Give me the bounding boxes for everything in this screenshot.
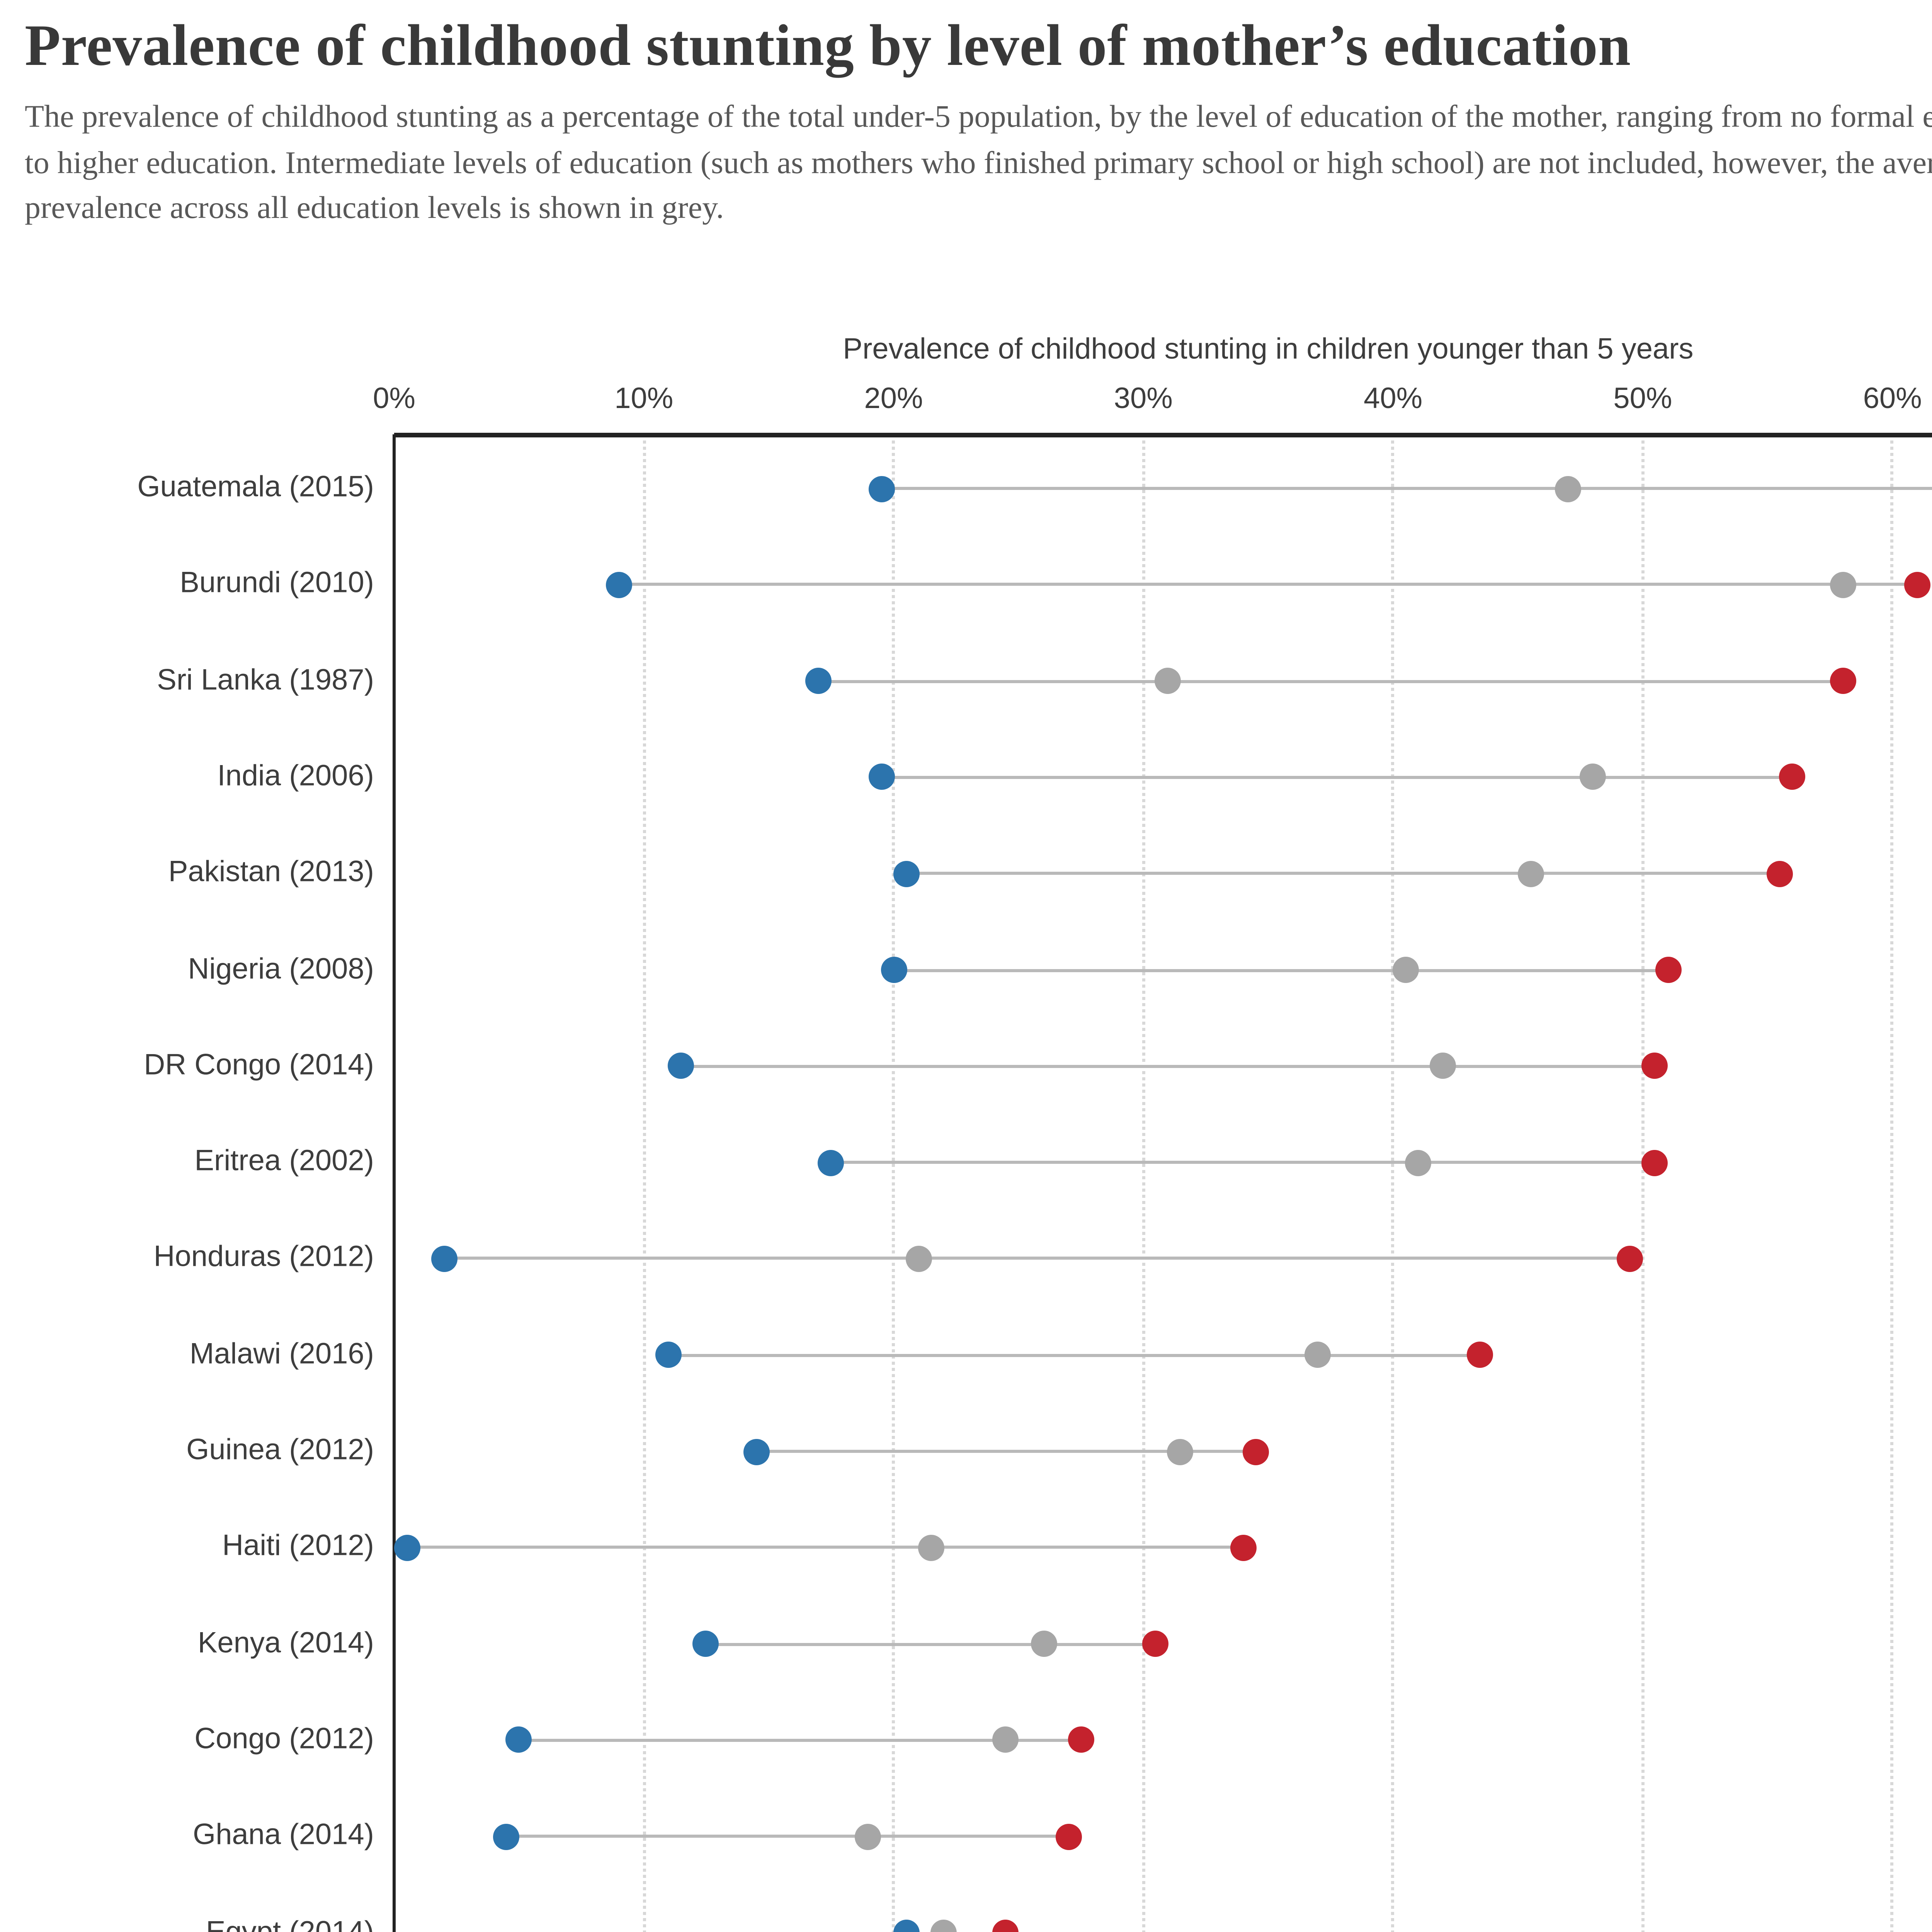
dot-higher-education: [805, 668, 832, 694]
x-axis-tick-label: 20%: [864, 383, 923, 416]
country-label: Nigeria (2008): [188, 953, 374, 986]
chart-subtitle: The prevalence of childhood stunting as …: [25, 100, 1932, 226]
dot-higher-education: [818, 1149, 844, 1176]
dot-no-education: [1642, 1149, 1668, 1176]
dot-average: [930, 1920, 957, 1932]
x-axis-line: [394, 433, 1932, 437]
country-label: Guatemala (2015): [137, 471, 374, 504]
country-label: Malawi (2016): [189, 1338, 374, 1371]
page-title: Prevalence of childhood stunting by leve…: [25, 14, 1631, 79]
dot-no-education: [993, 1920, 1019, 1932]
dot-average: [993, 1727, 1019, 1753]
dot-higher-education: [393, 1534, 420, 1561]
dot-higher-education: [431, 1245, 457, 1272]
country-label: Haiti (2012): [222, 1531, 374, 1563]
dot-no-education: [1904, 571, 1931, 598]
dot-higher-education: [506, 1727, 532, 1753]
country-label: Pakistan (2013): [168, 857, 374, 889]
dot-average: [905, 1245, 932, 1272]
x-axis-tick-label: 10%: [614, 383, 673, 416]
dot-higher-education: [655, 1342, 682, 1368]
dot-higher-education: [880, 957, 907, 983]
dot-average: [1580, 764, 1606, 791]
y-axis-line: [393, 434, 396, 1932]
dot-higher-education: [493, 1823, 520, 1850]
dumbbell-line: [706, 1642, 1156, 1646]
dot-higher-education: [893, 1920, 919, 1932]
x-axis-tick-label: 60%: [1863, 383, 1922, 416]
x-axis-title: Prevalence of childhood stunting in chil…: [843, 334, 1694, 366]
dumbbell-line: [444, 1257, 1631, 1260]
dot-average: [1030, 1631, 1057, 1657]
dumbbell-line: [881, 487, 1932, 490]
x-gridline: [892, 434, 895, 1932]
dot-no-education: [1143, 1631, 1169, 1657]
dumbbell-line: [619, 583, 1918, 587]
x-gridline: [1391, 434, 1395, 1932]
country-label: Egypt (2014): [65, 1915, 374, 1932]
country-label: Ghana (2014): [193, 1820, 374, 1852]
dot-no-education: [1829, 668, 1856, 694]
dot-no-education: [1779, 764, 1806, 791]
dot-average: [1829, 571, 1856, 598]
dot-no-education: [1230, 1534, 1257, 1561]
dumbbell-line: [519, 1738, 1081, 1742]
dumbbell-line: [831, 1161, 1655, 1164]
dot-higher-education: [668, 1053, 695, 1080]
dot-average: [1155, 668, 1182, 694]
dot-no-education: [1655, 957, 1681, 983]
x-axis-tick-label: 40%: [1364, 383, 1423, 416]
dot-no-education: [1055, 1823, 1082, 1850]
dot-no-education: [1068, 1727, 1094, 1753]
country-label: Eritrea (2002): [194, 1145, 374, 1178]
dot-average: [918, 1534, 944, 1561]
dumbbell-line: [881, 776, 1793, 779]
dot-no-education: [1467, 1342, 1494, 1368]
country-label: Honduras (2012): [153, 1242, 374, 1275]
dot-average: [1554, 475, 1581, 502]
country-label: Sri Lanka (1987): [157, 664, 374, 697]
dot-higher-education: [605, 571, 632, 598]
country-label: Kenya (2014): [197, 1627, 374, 1660]
dot-no-education: [1242, 1438, 1269, 1464]
dot-average: [1167, 1438, 1194, 1464]
dot-higher-education: [693, 1631, 719, 1657]
x-gridline: [1641, 434, 1645, 1932]
x-axis-tick-label: 0%: [373, 383, 415, 416]
country-label: DR Congo (2014): [144, 1049, 374, 1082]
country-label: Burundi (2010): [180, 568, 374, 600]
dot-average: [855, 1823, 882, 1850]
dumbbell-line: [681, 1065, 1655, 1068]
dot-no-education: [1767, 860, 1793, 887]
dumbbell-line: [756, 1450, 1256, 1453]
dot-no-education: [1617, 1245, 1644, 1272]
x-gridline: [1141, 434, 1145, 1932]
dumbbell-line: [906, 872, 1780, 875]
x-gridline: [642, 434, 646, 1932]
dumbbell-line: [406, 1546, 1243, 1549]
dot-average: [1405, 1149, 1431, 1176]
dot-higher-education: [868, 475, 895, 502]
dumbbell-line: [818, 679, 1843, 683]
dumbbell-line: [893, 968, 1668, 971]
dot-no-education: [1642, 1053, 1668, 1080]
country-label: Guinea (2012): [186, 1434, 374, 1467]
dumbbell-line: [506, 1835, 1068, 1838]
dot-average: [1430, 1053, 1456, 1080]
dot-higher-education: [893, 860, 919, 887]
country-label: Congo (2012): [194, 1723, 374, 1756]
x-axis-tick-label: 50%: [1613, 383, 1672, 416]
dumbbell-line: [668, 1353, 1481, 1357]
dot-average: [1517, 860, 1544, 887]
dot-higher-education: [743, 1438, 770, 1464]
dot-average: [1392, 957, 1419, 983]
country-label: India (2006): [217, 760, 374, 793]
dot-average: [1305, 1342, 1332, 1368]
x-axis-tick-label: 30%: [1114, 383, 1173, 416]
x-gridline: [1891, 434, 1894, 1932]
dot-higher-education: [868, 764, 895, 791]
